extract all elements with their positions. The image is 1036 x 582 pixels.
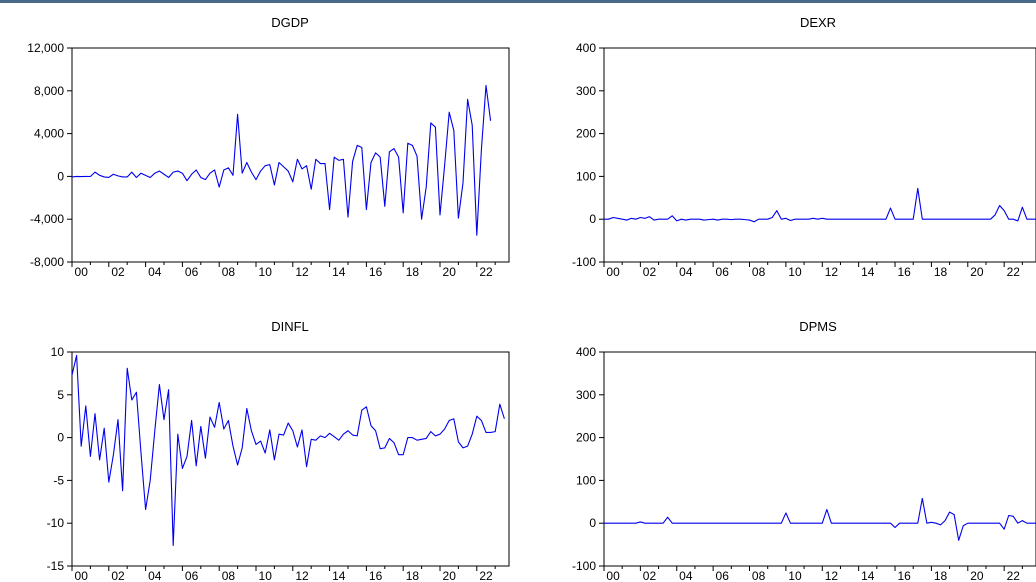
x-tick-label: 00 — [75, 569, 89, 582]
chart-title: DGDP — [271, 15, 309, 30]
x-tick-label: 12 — [825, 265, 839, 279]
x-tick-label: 18 — [934, 265, 948, 279]
series-line — [604, 497, 1036, 541]
x-tick-label: 22 — [479, 569, 493, 582]
y-tick-label: 0 — [57, 431, 64, 445]
y-tick-label: 200 — [576, 431, 596, 445]
x-tick-label: 10 — [788, 569, 802, 582]
x-tick-label: 02 — [643, 569, 657, 582]
y-tick-label: -8,000 — [30, 255, 64, 269]
x-tick-label: 06 — [716, 569, 730, 582]
y-tick-label: 0 — [57, 169, 64, 183]
x-tick-label: 20 — [970, 569, 984, 582]
y-tick-label: -10 — [47, 516, 65, 530]
chart-title: DPMS — [799, 319, 837, 334]
y-tick-label: 10 — [51, 345, 65, 359]
series-line — [72, 354, 505, 547]
x-tick-label: 10 — [259, 265, 273, 279]
y-tick-label: 0 — [589, 212, 596, 226]
x-tick-label: 10 — [259, 569, 273, 582]
y-tick-label: 0 — [589, 516, 596, 530]
y-tick-label: 300 — [576, 388, 596, 402]
x-tick-label: 00 — [606, 569, 620, 582]
x-tick-label: 20 — [443, 569, 457, 582]
x-tick-label: 16 — [369, 569, 383, 582]
x-tick-label: 02 — [111, 265, 125, 279]
x-tick-label: 16 — [369, 265, 383, 279]
x-tick-label: 12 — [295, 569, 309, 582]
x-tick-label: 10 — [788, 265, 802, 279]
chart-title: DINFL — [271, 319, 309, 334]
y-tick-label: 5 — [57, 388, 64, 402]
x-tick-label: 16 — [897, 265, 911, 279]
x-tick-label: 06 — [185, 265, 199, 279]
x-tick-label: 04 — [679, 569, 693, 582]
x-tick-label: 06 — [716, 265, 730, 279]
y-tick-label: 100 — [576, 473, 596, 487]
y-tick-label: -5 — [53, 473, 64, 487]
x-tick-label: 08 — [752, 569, 766, 582]
y-tick-label: 200 — [576, 127, 596, 141]
x-tick-label: 00 — [606, 265, 620, 279]
x-tick-label: 00 — [75, 265, 89, 279]
x-tick-label: 12 — [825, 569, 839, 582]
x-tick-label: 08 — [222, 265, 236, 279]
x-tick-label: 14 — [861, 569, 875, 582]
x-tick-label: 20 — [970, 265, 984, 279]
y-tick-label: 400 — [576, 345, 596, 359]
y-tick-label: 8,000 — [34, 84, 64, 98]
y-tick-label: 12,000 — [27, 41, 64, 55]
x-tick-label: 02 — [111, 569, 125, 582]
x-tick-label: 18 — [934, 569, 948, 582]
x-tick-label: 04 — [148, 265, 162, 279]
y-tick-label: -100 — [572, 255, 596, 269]
x-tick-label: 04 — [148, 569, 162, 582]
plot-frame — [71, 47, 510, 263]
chart-dinfl: DINFL -15 -10 -5 0 5 10 00 02 04 06 08 10 12 14 16 18 20… — [47, 319, 510, 582]
x-tick-label: 22 — [1007, 569, 1021, 582]
plot-frame — [603, 47, 1036, 263]
y-tick-label: 4,000 — [34, 127, 64, 141]
chart-dgdp: DGDP -8,000 -4,000 0 4,000 8,000 12,000 00 02 04… — [27, 15, 510, 279]
x-tick-label: 18 — [406, 265, 420, 279]
y-tick-label: 400 — [576, 41, 596, 55]
y-tick-label: -100 — [572, 559, 596, 573]
x-tick-label: 18 — [406, 569, 420, 582]
x-tick-label: 02 — [643, 265, 657, 279]
chart-dexr: DEXR -100 0 100 200 300 400 00 02 04 06 08 10 12 14 16… — [572, 15, 1036, 279]
x-tick-label: 06 — [185, 569, 199, 582]
chart-title: DEXR — [800, 15, 836, 30]
series-line — [604, 187, 1036, 223]
plot-frame — [603, 351, 1036, 567]
plot-frame — [71, 351, 510, 567]
x-tick-label: 20 — [443, 265, 457, 279]
x-tick-label: 08 — [222, 569, 236, 582]
x-tick-label: 22 — [479, 265, 493, 279]
y-tick-label: 300 — [576, 84, 596, 98]
x-tick-label: 14 — [332, 569, 346, 582]
x-tick-label: 14 — [861, 265, 875, 279]
x-tick-label: 04 — [679, 265, 693, 279]
x-tick-label: 12 — [295, 265, 309, 279]
y-tick-label: 100 — [576, 169, 596, 183]
window-top-border — [0, 0, 1036, 3]
y-tick-label: -4,000 — [30, 212, 64, 226]
x-tick-label: 22 — [1007, 265, 1021, 279]
x-tick-label: 08 — [752, 265, 766, 279]
chart-dpms: DPMS -100 0 100 200 300 400 00 02 04 06 08 10 12 14 16… — [572, 319, 1036, 582]
x-tick-label: 14 — [332, 265, 346, 279]
y-tick-label: -15 — [47, 559, 65, 573]
series-line — [72, 84, 492, 236]
x-tick-label: 16 — [897, 569, 911, 582]
